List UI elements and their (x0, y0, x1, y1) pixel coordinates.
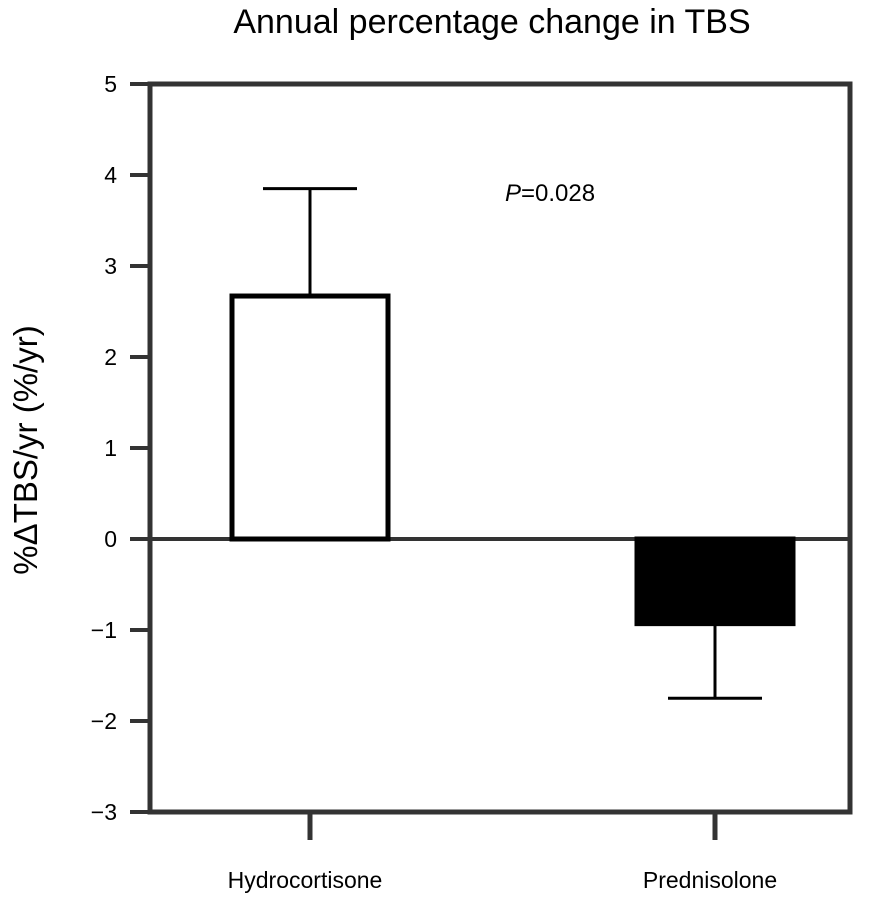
y-tick-label: 2 (104, 344, 117, 370)
y-tick-label: −2 (91, 708, 117, 734)
y-tick-label: −1 (91, 617, 117, 643)
y-tick-label: 5 (104, 71, 117, 97)
chart-title: Annual percentage change in TBS (233, 3, 750, 41)
y-tick-label: 0 (104, 526, 117, 552)
y-tick-label: 3 (104, 253, 117, 279)
bar-hydrocortisone (229, 293, 391, 542)
x-category-label: Prednisolone (643, 867, 777, 893)
x-category-label: Hydrocortisone (228, 867, 383, 893)
y-tick-label: 4 (104, 162, 117, 188)
p-value-annotation: P=0.028 (505, 180, 595, 207)
plot-area: 5 4 3 2 1 0 −1 −2 −3 Hydrocortisone Prednisolone (91, 71, 853, 893)
p-value-number: =0.028 (521, 180, 595, 207)
bar-prednisolone (634, 536, 796, 627)
y-tick-label: 1 (104, 435, 117, 461)
y-tick-label: −3 (91, 799, 117, 825)
y-axis-title: %ΔTBS/yr (%/yr) (7, 325, 44, 574)
p-value-symbol: P (505, 180, 521, 207)
